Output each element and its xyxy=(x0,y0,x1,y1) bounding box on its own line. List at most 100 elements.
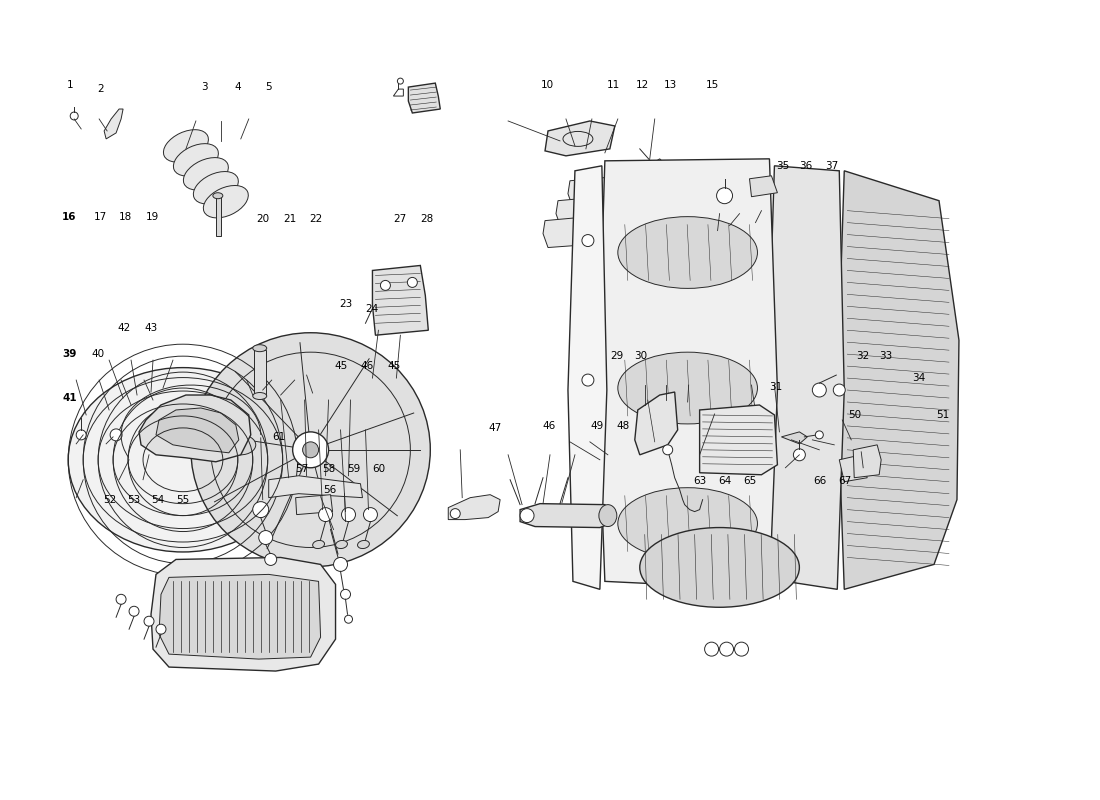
Circle shape xyxy=(407,278,417,287)
Polygon shape xyxy=(781,432,807,444)
Circle shape xyxy=(144,616,154,626)
Polygon shape xyxy=(520,504,612,527)
Ellipse shape xyxy=(598,505,617,526)
Circle shape xyxy=(344,615,352,623)
Circle shape xyxy=(76,430,86,440)
Polygon shape xyxy=(768,166,845,590)
Polygon shape xyxy=(568,166,607,590)
Ellipse shape xyxy=(618,488,758,559)
Circle shape xyxy=(815,431,823,439)
Text: 46: 46 xyxy=(360,361,373,370)
Text: 65: 65 xyxy=(744,475,757,486)
Text: 45: 45 xyxy=(334,361,349,370)
Polygon shape xyxy=(139,395,251,462)
Circle shape xyxy=(735,642,748,656)
Circle shape xyxy=(662,445,673,455)
Text: 52: 52 xyxy=(103,494,117,505)
Text: 12: 12 xyxy=(636,80,649,90)
Circle shape xyxy=(341,508,355,522)
Circle shape xyxy=(705,642,718,656)
Text: 59: 59 xyxy=(346,463,360,474)
Text: 2: 2 xyxy=(97,84,103,94)
Polygon shape xyxy=(700,405,778,474)
Circle shape xyxy=(70,112,78,120)
Text: 21: 21 xyxy=(284,214,297,224)
Polygon shape xyxy=(254,350,266,395)
Circle shape xyxy=(381,281,390,290)
Ellipse shape xyxy=(226,435,255,455)
Ellipse shape xyxy=(213,193,223,198)
Text: 1: 1 xyxy=(67,80,74,90)
Text: 20: 20 xyxy=(256,214,270,224)
Text: 43: 43 xyxy=(144,323,157,334)
Polygon shape xyxy=(160,574,320,659)
Text: 32: 32 xyxy=(856,351,869,361)
Circle shape xyxy=(582,234,594,246)
Polygon shape xyxy=(839,455,867,482)
Text: 48: 48 xyxy=(617,422,630,431)
Text: 15: 15 xyxy=(706,80,719,90)
Ellipse shape xyxy=(204,186,249,218)
Text: 17: 17 xyxy=(94,212,107,222)
Text: 54: 54 xyxy=(152,494,165,505)
Text: 47: 47 xyxy=(488,423,502,433)
Circle shape xyxy=(319,508,332,522)
Polygon shape xyxy=(373,266,428,335)
Ellipse shape xyxy=(184,158,229,190)
Text: 16: 16 xyxy=(63,212,77,222)
Text: 46: 46 xyxy=(542,422,556,431)
Polygon shape xyxy=(854,445,881,478)
Text: 35: 35 xyxy=(776,162,789,171)
Text: 36: 36 xyxy=(799,162,812,171)
Ellipse shape xyxy=(253,345,266,352)
Circle shape xyxy=(110,429,122,441)
Circle shape xyxy=(302,442,319,458)
Ellipse shape xyxy=(68,368,298,552)
Text: 10: 10 xyxy=(541,80,554,90)
Text: 22: 22 xyxy=(310,214,323,224)
Text: 23: 23 xyxy=(339,299,352,310)
Ellipse shape xyxy=(358,541,370,549)
Text: 55: 55 xyxy=(176,494,189,505)
Polygon shape xyxy=(296,494,332,514)
Polygon shape xyxy=(568,176,630,208)
Text: 57: 57 xyxy=(296,463,309,474)
Circle shape xyxy=(397,78,404,84)
Ellipse shape xyxy=(191,333,430,567)
Circle shape xyxy=(363,508,377,522)
Text: 34: 34 xyxy=(912,374,925,383)
Circle shape xyxy=(716,188,733,204)
Polygon shape xyxy=(216,196,221,235)
Polygon shape xyxy=(598,159,778,590)
Text: 42: 42 xyxy=(118,323,131,334)
Text: 67: 67 xyxy=(838,475,851,486)
Polygon shape xyxy=(408,83,440,113)
Text: 19: 19 xyxy=(146,212,160,222)
Polygon shape xyxy=(556,196,618,228)
Text: 39: 39 xyxy=(63,349,77,358)
Circle shape xyxy=(812,383,826,397)
Text: 5: 5 xyxy=(265,82,272,92)
Ellipse shape xyxy=(336,541,348,549)
Text: 31: 31 xyxy=(769,382,783,392)
Polygon shape xyxy=(156,408,239,453)
Circle shape xyxy=(520,509,534,522)
Ellipse shape xyxy=(618,217,758,288)
Text: 60: 60 xyxy=(372,463,385,474)
Text: 53: 53 xyxy=(128,494,141,505)
Circle shape xyxy=(450,509,460,518)
Text: 29: 29 xyxy=(610,351,624,361)
Ellipse shape xyxy=(618,352,758,424)
Polygon shape xyxy=(151,558,336,671)
Ellipse shape xyxy=(194,171,239,204)
Text: 24: 24 xyxy=(365,304,378,314)
Circle shape xyxy=(293,432,329,468)
Text: 58: 58 xyxy=(321,463,336,474)
Text: 64: 64 xyxy=(718,475,732,486)
Text: 37: 37 xyxy=(825,162,838,171)
Circle shape xyxy=(258,530,273,545)
Ellipse shape xyxy=(164,130,208,162)
Circle shape xyxy=(341,590,351,599)
Circle shape xyxy=(265,554,277,566)
Text: 27: 27 xyxy=(393,214,406,224)
